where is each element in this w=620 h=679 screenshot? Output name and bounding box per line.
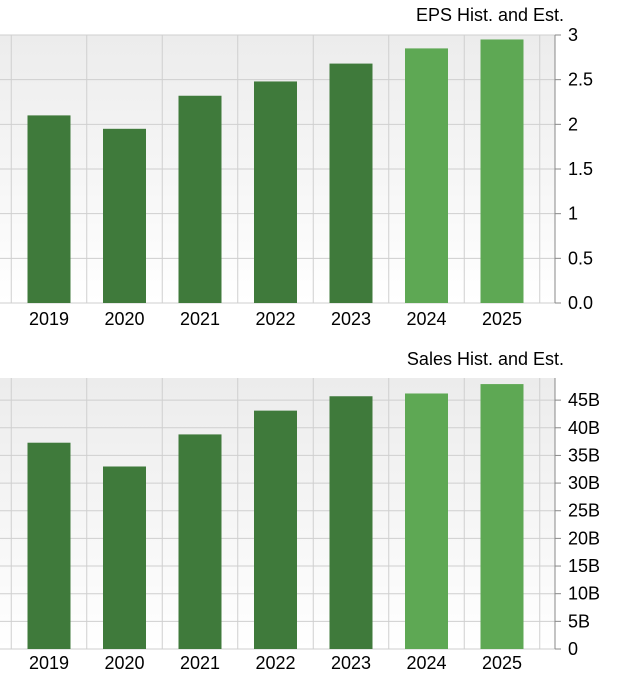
eps-y-tick-label: 2.5 (568, 70, 593, 90)
sales-bar-2019 (27, 442, 71, 649)
sales-bar-2023 (329, 396, 373, 649)
eps-x-tick-label: 2019 (29, 309, 69, 329)
sales-bar-2024 (405, 393, 448, 649)
sales-chart: Sales Hist. and Est. 0 5B 10B 15B 20B 25B 30B 3… (0, 345, 620, 679)
sales-y-tick-label: 20B (568, 528, 600, 548)
sales-bar-2025 (480, 384, 524, 649)
eps-x-tick-label: 2022 (255, 309, 295, 329)
sales-y-tick-label: 45B (568, 390, 600, 410)
eps-y-tick-label: 0.0 (568, 293, 593, 313)
sales-bar-2022 (254, 410, 297, 649)
sales-bar-2021 (178, 434, 222, 649)
eps-y-tick-label: 1 (568, 204, 578, 224)
eps-chart: EPS Hist. and Est. 0.0 0.5 1 1.5 2 2.5 3 2019 20… (0, 0, 620, 335)
sales-x-tick-label: 2025 (482, 653, 522, 673)
eps-chart-title: EPS Hist. and Est. (415, 5, 564, 25)
eps-bar-2020 (103, 128, 146, 303)
eps-y-tick-label: 2 (568, 114, 578, 134)
eps-bar-2023 (329, 63, 373, 303)
sales-bar-2020 (103, 466, 146, 649)
eps-x-tick-label: 2023 (331, 309, 371, 329)
sales-x-tick-label: 2020 (104, 653, 144, 673)
eps-y-tick-label: 0.5 (568, 248, 593, 268)
eps-bar-2022 (254, 81, 297, 303)
eps-y-tick-label: 1.5 (568, 159, 593, 179)
sales-x-tick-label: 2023 (331, 653, 371, 673)
eps-x-tick-label: 2020 (104, 309, 144, 329)
sales-x-tick-label: 2024 (406, 653, 446, 673)
eps-chart-svg: 0.0 0.5 1 1.5 2 2.5 3 2019 2020 2021 2022 2023 2024 2… (0, 25, 593, 329)
sales-y-tick-label: 30B (568, 473, 600, 493)
sales-y-tick-label: 40B (568, 418, 600, 438)
sales-x-tick-label: 2019 (29, 653, 69, 673)
sales-chart-title: Sales Hist. and Est. (406, 349, 564, 369)
sales-x-tick-label: 2021 (180, 653, 220, 673)
eps-bar-2019 (27, 115, 71, 304)
sales-x-tick-label: 2022 (255, 653, 295, 673)
eps-bar-2024 (405, 48, 448, 304)
sales-y-tick-label: 25B (568, 501, 600, 521)
sales-y-tick-label: 35B (568, 445, 600, 465)
sales-y-tick-label: 10B (568, 584, 600, 604)
eps-x-tick-label: 2025 (482, 309, 522, 329)
eps-y-tick-label: 3 (568, 25, 578, 45)
eps-bar-2021 (178, 95, 222, 303)
eps-bar-2025 (480, 39, 524, 303)
sales-chart-svg: 0 5B 10B 15B 20B 25B 30B 35B 40B 45B 2019 2020 2021 2… (0, 378, 600, 673)
eps-x-tick-label: 2024 (406, 309, 446, 329)
sales-y-tick-label: 5B (568, 611, 590, 631)
sales-y-tick-label: 15B (568, 556, 600, 576)
eps-x-tick-label: 2021 (180, 309, 220, 329)
sales-y-tick-label: 0 (568, 639, 578, 659)
